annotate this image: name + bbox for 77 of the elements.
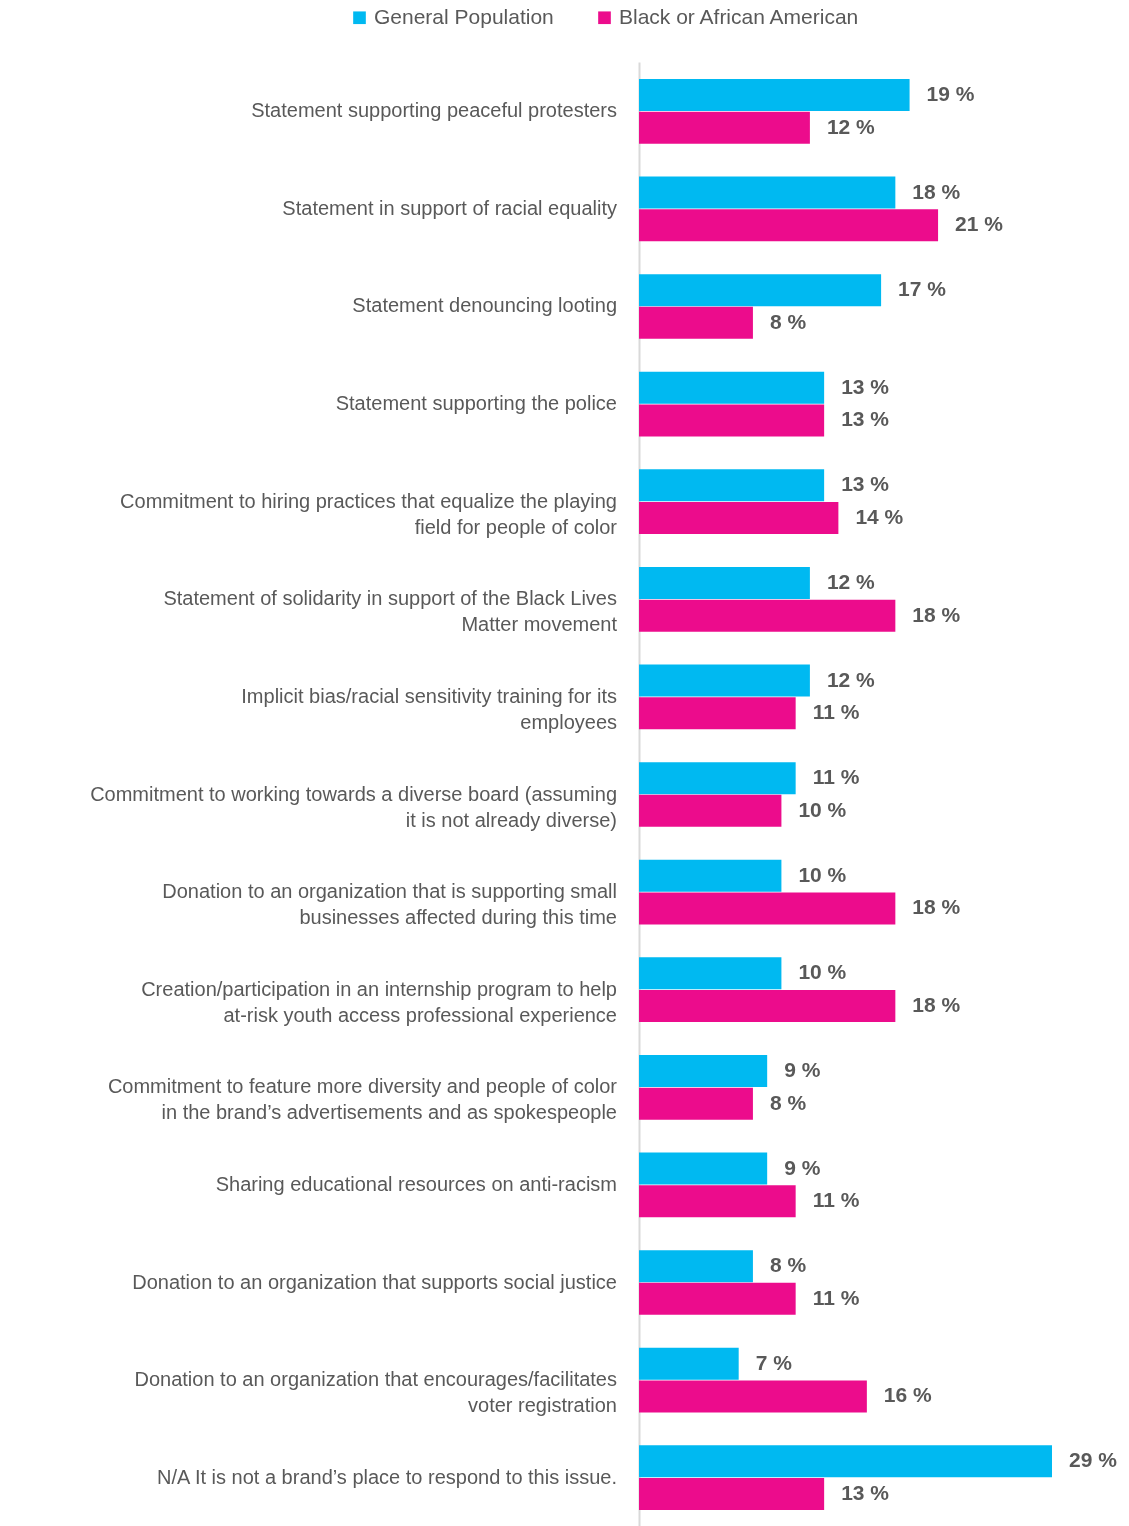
y-tick-label: N/A It is not a brand’s place to respond to this issue.	[157, 1465, 617, 1488]
bar	[639, 599, 896, 632]
bar	[639, 1152, 768, 1185]
data-label: 18 %	[912, 179, 961, 203]
bar	[639, 502, 839, 535]
bar	[639, 566, 810, 599]
legend-label: General Population	[374, 4, 554, 28]
bar	[639, 664, 810, 697]
y-tick-label: Implicit bias/racial sensitivity training for its employees	[241, 684, 617, 733]
data-label: 8 %	[769, 1090, 807, 1114]
bar	[639, 209, 939, 242]
data-label: 7 %	[755, 1350, 793, 1374]
data-label: 9 %	[784, 1057, 821, 1081]
bar	[639, 762, 796, 795]
data-label: 10 %	[798, 960, 847, 984]
bar	[639, 1250, 753, 1283]
data-label: 16 %	[883, 1383, 933, 1407]
data-label: 10 %	[798, 862, 847, 886]
data-label: 21 %	[955, 212, 1004, 236]
y-tick-label: Donation to an organization that is supporting small businesses affected during this time	[162, 880, 617, 929]
bar	[639, 306, 753, 339]
bar	[639, 859, 782, 892]
data-label: 13 %	[841, 407, 890, 431]
bar	[639, 1380, 867, 1413]
bar	[639, 1282, 796, 1315]
y-tick-label: Donation to an organization that encourages/facilitates voter registration	[134, 1368, 617, 1417]
data-label: 9 %	[784, 1155, 821, 1179]
data-label: 11 %	[812, 1285, 860, 1309]
data-label: 18 %	[912, 993, 961, 1017]
bar	[639, 1445, 1052, 1478]
y-tick-label: Statement of solidarity in support of the Black Lives Matter movement	[163, 587, 618, 636]
data-label: 13 %	[841, 1481, 890, 1505]
bar	[639, 1347, 739, 1380]
bar	[639, 697, 796, 730]
data-label: 18 %	[912, 895, 961, 919]
bar	[639, 794, 782, 827]
bar	[639, 78, 910, 111]
y-tick-label: Donation to an organization that supports social justice	[132, 1270, 617, 1293]
y-tick-label: Sharing educational resources on anti-racism	[215, 1172, 617, 1195]
bar	[639, 371, 825, 404]
bar	[639, 404, 825, 437]
bar	[639, 1185, 796, 1218]
data-label: 12 %	[826, 667, 876, 691]
bar	[639, 1478, 825, 1511]
data-label: 8 %	[769, 1253, 807, 1277]
bar	[639, 1054, 768, 1087]
y-tick-label: Statement supporting the police	[335, 392, 617, 415]
y-tick-label: Creation/participation in an internship program to help at-risk youth access professional experience	[141, 977, 617, 1026]
data-label: 11 %	[812, 765, 860, 789]
bar	[639, 469, 825, 502]
data-label: 8 %	[769, 309, 807, 333]
y-tick-label: Commitment to hiring practices that equalize the playing field for people of color	[120, 489, 618, 538]
bar	[639, 176, 896, 209]
bar	[639, 990, 896, 1023]
data-label: 11 %	[812, 700, 860, 724]
bar	[639, 1087, 753, 1120]
data-label: 13 %	[841, 374, 890, 398]
bar	[639, 274, 882, 307]
bar	[639, 111, 810, 144]
data-label: 17 %	[898, 277, 947, 301]
data-label: 18 %	[912, 602, 961, 626]
legend-label: Black or African American	[619, 4, 859, 28]
y-tick-label: Commitment to feature more diversity and people of color in the brand’s advertisements and as spokespeople	[107, 1075, 618, 1124]
y-tick-label: Commitment to working towards a diverse board (assuming it is not already diverse)	[90, 782, 617, 831]
data-label: 12 %	[826, 114, 876, 138]
data-label: 12 %	[826, 569, 876, 593]
data-label: 29 %	[1069, 1448, 1118, 1472]
y-tick-label: Statement supporting peaceful protesters	[251, 99, 617, 122]
bar	[639, 957, 782, 990]
data-label: 10 %	[798, 797, 847, 821]
data-label: 19 %	[926, 81, 975, 105]
data-label: 11 %	[812, 1188, 860, 1212]
y-tick-label: Statement denouncing looting	[352, 294, 617, 317]
data-label: 13 %	[841, 472, 890, 496]
bar	[639, 892, 896, 925]
y-tick-label: Statement in support of racial equality	[282, 196, 617, 219]
data-label: 14 %	[855, 505, 904, 529]
